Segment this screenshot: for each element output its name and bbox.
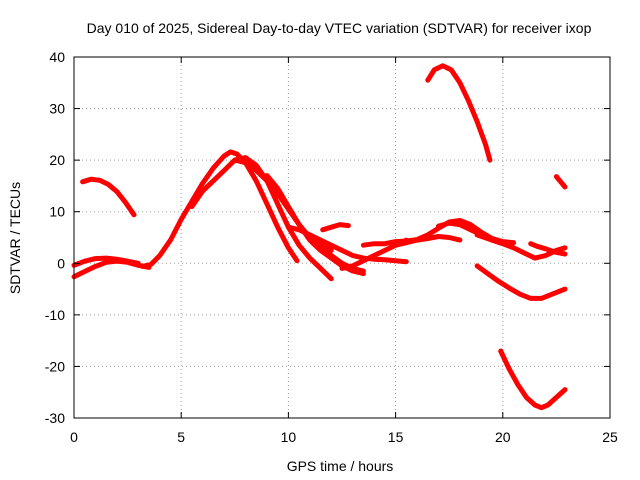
series-arc-q	[528, 241, 568, 257]
axis-ticks: 0 5 10 15 20 25 -30 -20 -10 0 10 20 30 40	[45, 49, 618, 445]
series-arc-c	[71, 258, 152, 280]
x-tick-label: 10	[281, 429, 297, 445]
y-tick-label: 30	[49, 101, 65, 117]
series-arc-t	[498, 348, 568, 411]
y-tick-label: 10	[49, 204, 65, 220]
x-tick-label: 5	[177, 429, 185, 445]
y-tick-label: -10	[45, 307, 65, 323]
y-tick-label: 0	[57, 255, 65, 271]
y-tick-label: -20	[45, 358, 65, 374]
chart-title: Day 010 of 2025, Sidereal Day-to-day VTE…	[87, 20, 592, 36]
x-axis-label: GPS time / hours	[287, 458, 394, 474]
x-tick-label: 25	[602, 429, 618, 445]
data-series-layer	[71, 63, 568, 411]
series-arc-p	[474, 232, 568, 261]
series-arc-o	[425, 63, 493, 163]
series-arc-m	[393, 234, 463, 248]
x-tick-label: 15	[388, 429, 404, 445]
series-arc-a	[80, 176, 137, 218]
y-tick-label: 40	[49, 49, 65, 65]
series-arc-s	[474, 263, 568, 301]
series-arc-r	[553, 174, 568, 190]
y-axis-label: SDTVAR / TECUs	[7, 182, 23, 294]
x-tick-label: 20	[495, 429, 511, 445]
plot-frame	[73, 56, 611, 419]
series-arc-j	[307, 232, 409, 265]
x-tick-label: 0	[70, 429, 78, 445]
grid-lines	[74, 57, 610, 418]
y-tick-label: -30	[45, 410, 65, 426]
series-arc-d	[140, 149, 300, 269]
y-tick-label: 20	[49, 152, 65, 168]
series-arc-i	[320, 222, 351, 233]
